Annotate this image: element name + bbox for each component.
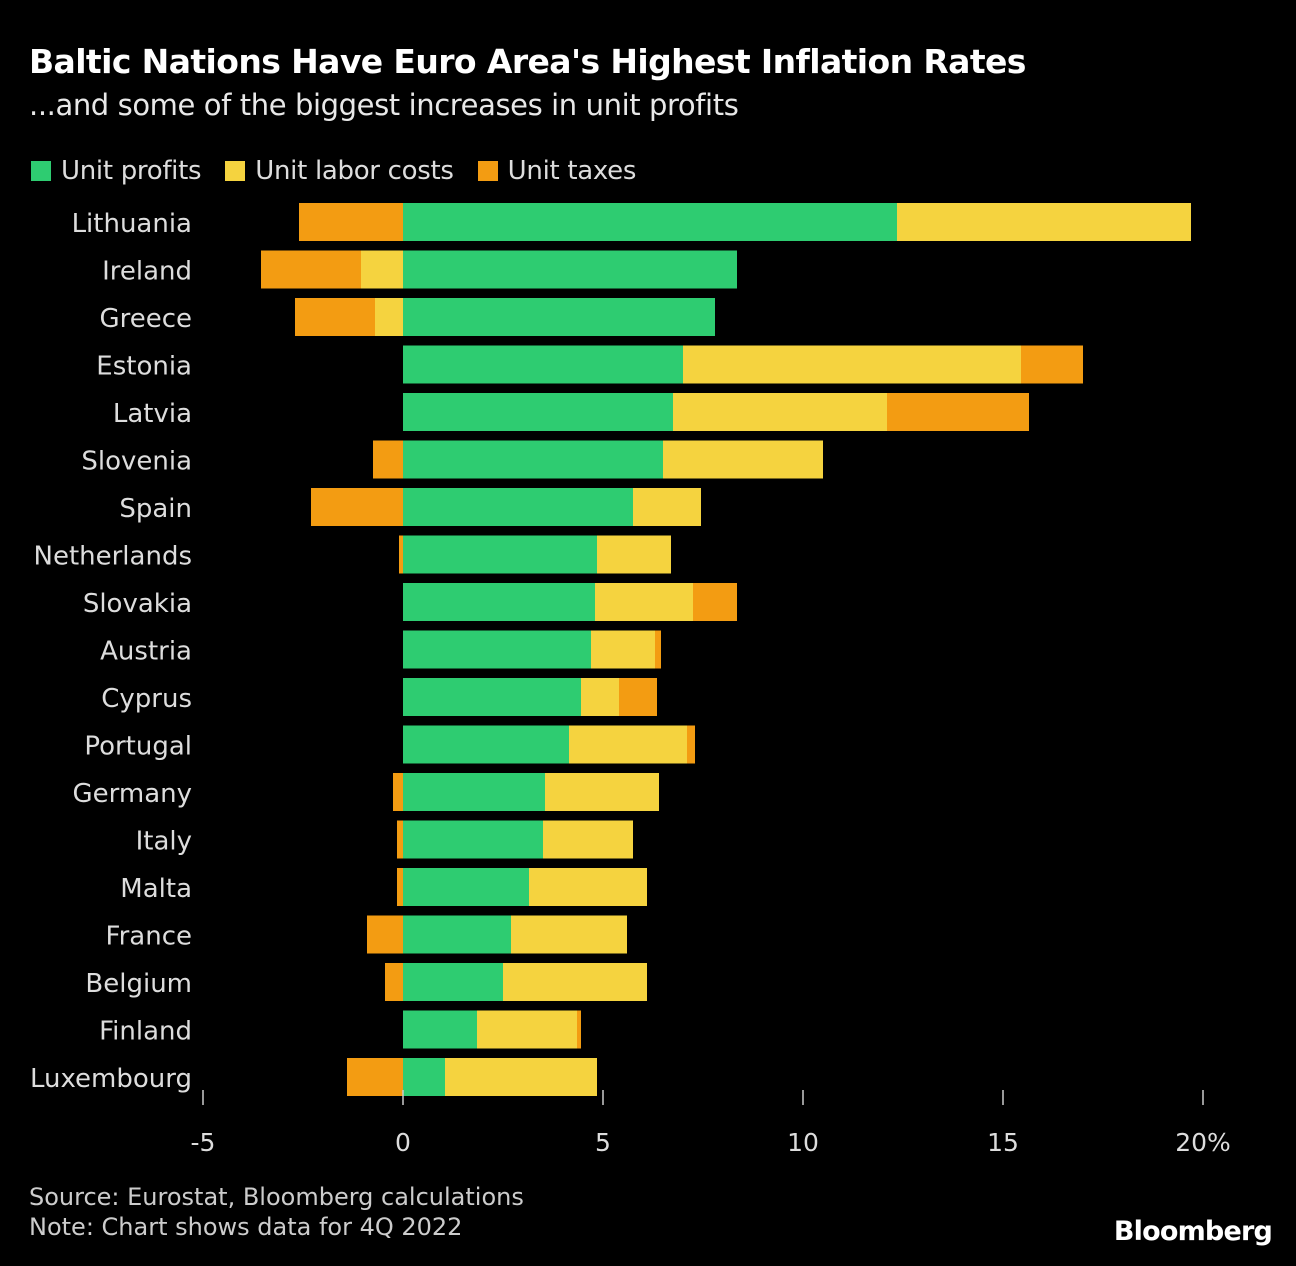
- bar-segment-unit-taxes: [299, 203, 403, 241]
- bar-segment-unit-taxes: [399, 535, 403, 574]
- bar-segment-unit-profits: [403, 583, 595, 621]
- bar-segment-unit-labor-costs: [591, 630, 655, 669]
- bar-segment-unit-taxes: [693, 583, 737, 621]
- bar-segment-unit-taxes: [261, 250, 361, 289]
- bar-segment-unit-profits: [403, 488, 633, 526]
- category-label: Ireland: [102, 257, 192, 287]
- bar-segment-unit-taxes: [397, 820, 403, 859]
- bar-segment-unit-taxes: [887, 393, 1029, 431]
- legend-label: Unit labor costs: [255, 156, 454, 186]
- bar-segment-unit-labor-costs: [595, 583, 693, 621]
- bar-segment-unit-labor-costs: [673, 393, 887, 431]
- category-label: Germany: [72, 779, 192, 809]
- category-label: Estonia: [96, 352, 192, 382]
- bar-segment-unit-labor-costs: [477, 1010, 577, 1049]
- legend-label: Unit profits: [61, 156, 202, 186]
- bar-segment-unit-labor-costs: [581, 678, 619, 716]
- bar-segment-unit-profits: [403, 393, 673, 431]
- bar-segment-unit-taxes: [311, 488, 403, 526]
- bar-segment-unit-labor-costs: [663, 440, 823, 479]
- category-label: France: [106, 922, 192, 952]
- category-label: Finland: [99, 1017, 192, 1047]
- bar-segment-unit-profits: [403, 963, 503, 1001]
- x-tick-label: 10: [787, 1128, 819, 1157]
- legend: Unit profits Unit labor costs Unit taxes: [31, 156, 636, 186]
- legend-swatch: [31, 161, 51, 181]
- bar-segment-unit-labor-costs: [597, 535, 671, 574]
- bar-segment-unit-taxes: [1021, 345, 1083, 384]
- bar-segment-unit-labor-costs: [445, 1058, 597, 1096]
- bar-segment-unit-taxes: [577, 1010, 581, 1049]
- chart-title: Baltic Nations Have Euro Area's Highest …: [29, 42, 1026, 81]
- x-tick-label: -5: [191, 1128, 216, 1157]
- legend-item-unit-taxes: Unit taxes: [477, 156, 637, 186]
- bar-segment-unit-profits: [403, 250, 737, 289]
- bar-segment-unit-labor-costs: [503, 963, 647, 1001]
- bar-segment-unit-taxes: [655, 630, 661, 669]
- bar-segment-unit-labor-costs: [683, 345, 1021, 384]
- bar-segment-unit-profits: [403, 345, 683, 384]
- bar-segment-unit-profits: [403, 773, 545, 811]
- category-label: Luxembourg: [30, 1064, 192, 1094]
- bar-segment-unit-profits: [403, 203, 897, 241]
- category-label: Malta: [120, 874, 192, 904]
- chart-subtitle: ...and some of the biggest increases in …: [29, 88, 739, 122]
- x-tick-label: 0: [395, 1128, 411, 1157]
- category-label: Portugal: [84, 732, 192, 762]
- category-label: Slovenia: [81, 447, 192, 477]
- x-tick-label: 20%: [1175, 1128, 1231, 1157]
- bar-segment-unit-taxes: [373, 440, 403, 479]
- bar-segment-unit-taxes: [347, 1058, 403, 1096]
- bar-segment-unit-profits: [403, 820, 543, 859]
- bar-segment-unit-labor-costs: [569, 725, 687, 764]
- category-label: Netherlands: [34, 542, 193, 572]
- legend-swatch: [225, 161, 246, 181]
- bar-segment-unit-taxes: [367, 915, 403, 954]
- category-label: Greece: [99, 304, 192, 334]
- bar-segment-unit-labor-costs: [511, 915, 627, 954]
- bar-segment-unit-profits: [403, 535, 597, 574]
- bar-segment-unit-profits: [403, 440, 663, 479]
- legend-item-unit-profits: Unit profits: [31, 156, 202, 186]
- bar-segment-unit-labor-costs: [633, 488, 701, 526]
- bar-segment-unit-taxes: [619, 678, 657, 716]
- category-label: Italy: [136, 827, 192, 857]
- bar-segment-unit-labor-costs: [361, 250, 403, 289]
- bar-segment-unit-profits: [403, 725, 569, 764]
- category-label: Austria: [100, 637, 192, 667]
- bar-segment-unit-profits: [403, 868, 529, 906]
- bar-segment-unit-profits: [403, 1058, 445, 1096]
- category-label: Cyprus: [101, 684, 192, 714]
- category-label: Lithuania: [72, 209, 192, 239]
- bar-segment-unit-labor-costs: [375, 298, 403, 336]
- bar-segment-unit-taxes: [385, 963, 403, 1001]
- bar-segment-unit-labor-costs: [897, 203, 1191, 241]
- category-label: Latvia: [113, 399, 192, 429]
- legend-swatch: [477, 161, 498, 181]
- bar-segment-unit-profits: [403, 1010, 477, 1049]
- bar-segment-unit-profits: [403, 298, 715, 336]
- bar-segment-unit-taxes: [397, 868, 403, 906]
- x-tick-label: 15: [987, 1128, 1019, 1157]
- category-label: Spain: [119, 494, 192, 524]
- bar-segment-unit-taxes: [687, 725, 695, 764]
- bar-segment-unit-taxes: [295, 298, 375, 336]
- legend-label: Unit taxes: [507, 156, 637, 186]
- bar-segment-unit-profits: [403, 630, 591, 669]
- category-label: Belgium: [85, 969, 192, 999]
- bloomberg-logo: Bloomberg: [1113, 1216, 1273, 1247]
- bar-segment-unit-taxes: [393, 773, 403, 811]
- legend-item-unit-labor-costs: Unit labor costs: [225, 156, 454, 186]
- note-text: Note: Chart shows data for 4Q 2022: [29, 1213, 463, 1241]
- bar-segment-unit-labor-costs: [545, 773, 659, 811]
- bar-segment-unit-profits: [403, 915, 511, 954]
- bar-segment-unit-labor-costs: [529, 868, 647, 906]
- bar-segment-unit-labor-costs: [543, 820, 633, 859]
- source-text: Source: Eurostat, Bloomberg calculations: [29, 1183, 524, 1211]
- category-label: Slovakia: [83, 589, 192, 619]
- footer-notes: Source: Eurostat, Bloomberg calculations…: [29, 1182, 524, 1242]
- x-tick-label: 5: [595, 1128, 611, 1157]
- bar-segment-unit-profits: [403, 678, 581, 716]
